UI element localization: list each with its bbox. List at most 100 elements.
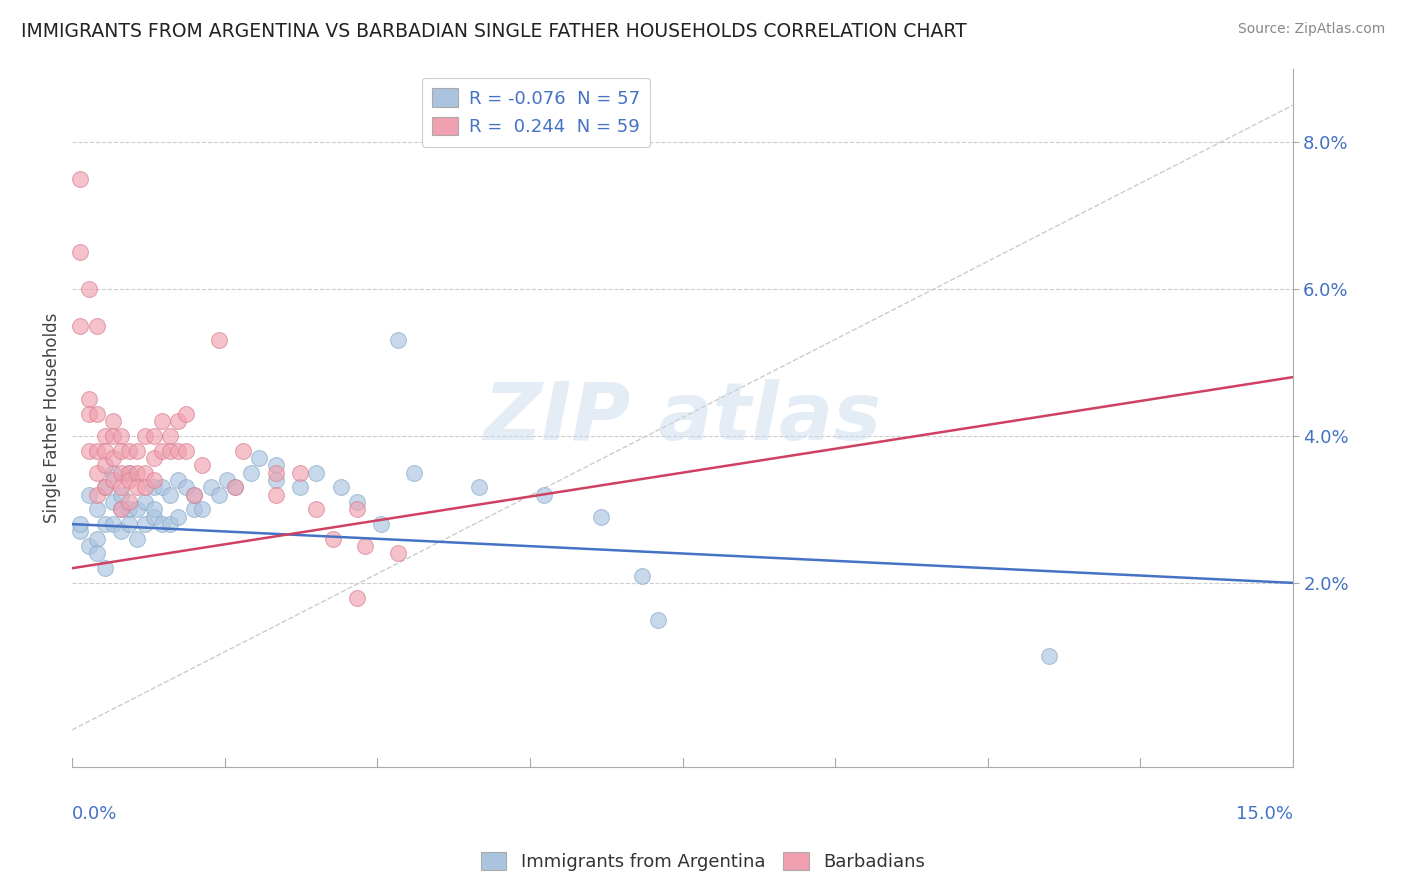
Point (86, 443, 108, 458)
Point (533, 488, 555, 502)
Point (110, 466, 132, 480)
Point (183, 502, 205, 516)
Point (159, 443, 181, 458)
Point (346, 502, 368, 516)
Point (346, 591, 368, 605)
Point (86, 502, 108, 516)
Point (127, 502, 149, 516)
Point (240, 466, 263, 480)
Point (247, 450, 270, 465)
Point (77, 488, 100, 502)
Point (94, 480, 117, 494)
Point (224, 480, 246, 494)
Point (94, 443, 117, 458)
Point (110, 502, 132, 516)
Point (215, 473, 238, 487)
Legend: Immigrants from Argentina, Barbadians: Immigrants from Argentina, Barbadians (474, 845, 932, 879)
Point (159, 517, 181, 532)
Point (118, 502, 141, 516)
Point (200, 480, 222, 494)
Point (86, 407, 108, 421)
Point (150, 414, 173, 428)
Point (118, 443, 141, 458)
Point (110, 488, 132, 502)
Text: IMMIGRANTS FROM ARGENTINA VS BARBADIAN SINGLE FATHER HOUSEHOLDS CORRELATION CHAR: IMMIGRANTS FROM ARGENTINA VS BARBADIAN S… (21, 22, 967, 41)
Point (468, 480, 491, 494)
Point (110, 429, 132, 443)
Point (101, 414, 124, 428)
Point (264, 488, 287, 502)
Point (288, 466, 311, 480)
Point (86, 488, 108, 502)
Point (1038, 649, 1060, 664)
Point (101, 517, 124, 532)
Point (142, 509, 165, 524)
Point (110, 502, 132, 516)
Point (77, 392, 100, 407)
Point (142, 429, 165, 443)
Point (174, 480, 197, 494)
Point (134, 480, 156, 494)
Point (86, 532, 108, 546)
Point (86, 318, 108, 333)
Point (264, 458, 287, 473)
Point (232, 443, 254, 458)
Point (134, 429, 156, 443)
Point (142, 480, 165, 494)
Point (264, 473, 287, 487)
Point (354, 539, 377, 553)
Point (101, 429, 124, 443)
Point (77, 443, 100, 458)
Point (134, 517, 156, 532)
Y-axis label: Single Father Households: Single Father Households (44, 312, 60, 523)
Point (142, 502, 165, 516)
Point (69, 171, 91, 186)
Point (208, 488, 231, 502)
Point (159, 429, 181, 443)
Point (150, 443, 173, 458)
Point (77, 539, 100, 553)
Point (142, 473, 165, 487)
Point (167, 509, 190, 524)
Point (183, 488, 205, 502)
Point (346, 495, 368, 509)
Point (94, 429, 117, 443)
Point (322, 532, 344, 546)
Point (174, 443, 197, 458)
Point (77, 407, 100, 421)
Point (167, 443, 190, 458)
Point (94, 517, 117, 532)
Point (94, 480, 117, 494)
Point (150, 517, 173, 532)
Point (305, 466, 328, 480)
Point (264, 466, 287, 480)
Point (110, 480, 132, 494)
Point (118, 517, 141, 532)
Point (224, 480, 246, 494)
Point (387, 334, 409, 348)
Point (591, 509, 613, 524)
Point (630, 568, 652, 582)
Point (69, 517, 91, 532)
Point (174, 407, 197, 421)
Point (127, 480, 149, 494)
Point (127, 443, 149, 458)
Point (101, 473, 124, 487)
Point (142, 450, 165, 465)
Point (110, 443, 132, 458)
Point (647, 613, 669, 627)
Point (167, 473, 190, 487)
Point (69, 318, 91, 333)
Point (288, 480, 311, 494)
Text: ZIP atlas: ZIP atlas (484, 378, 882, 457)
Point (167, 414, 190, 428)
Point (86, 547, 108, 561)
Point (191, 458, 214, 473)
Point (329, 480, 352, 494)
Point (118, 466, 141, 480)
Point (305, 502, 328, 516)
Legend: R = -0.076  N = 57, R =  0.244  N = 59: R = -0.076 N = 57, R = 0.244 N = 59 (422, 78, 651, 147)
Point (118, 495, 141, 509)
Point (101, 495, 124, 509)
Point (101, 450, 124, 465)
